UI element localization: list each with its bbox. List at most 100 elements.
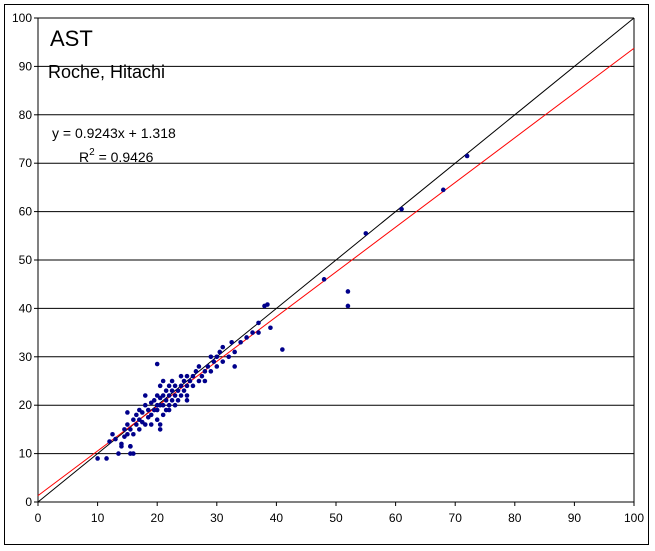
data-point-47 (163, 398, 169, 403)
data-point-61 (178, 393, 184, 398)
data-point-19 (134, 412, 139, 418)
data-point-42 (160, 412, 166, 418)
y-tick-label-80: 80 (19, 108, 33, 122)
y-tick-label-0: 0 (25, 495, 32, 509)
y-tick-label-70: 70 (19, 156, 33, 170)
data-point-24 (140, 410, 145, 415)
y-tick-label-30: 30 (19, 350, 33, 364)
data-point-91 (244, 335, 249, 340)
data-point-66 (184, 383, 190, 389)
data-point-110 (399, 206, 404, 212)
regression-line (37, 47, 635, 497)
r2-superscript: 2 (89, 147, 95, 158)
data-point-90 (238, 339, 243, 345)
x-tick-label-100: 100 (624, 511, 644, 525)
data-point-3 (110, 431, 115, 437)
data-point-5 (116, 451, 121, 456)
data-point-29 (145, 407, 151, 413)
r2-letter: R (79, 149, 89, 165)
data-point-4 (113, 436, 118, 442)
data-point-41 (157, 383, 163, 389)
data-point-67 (184, 373, 190, 379)
data-point-51 (166, 383, 172, 389)
data-point-87 (226, 354, 232, 360)
data-point-107 (345, 289, 351, 294)
data-point-58 (172, 402, 178, 408)
data-point-30 (148, 412, 154, 418)
data-point-27 (142, 393, 148, 398)
data-point-85 (220, 359, 226, 364)
data-point-77 (202, 378, 208, 384)
data-point-45 (160, 378, 166, 384)
data-point-73 (196, 378, 202, 384)
x-tick-label-20: 20 (151, 511, 165, 525)
data-point-34 (151, 398, 157, 403)
data-point-74 (196, 364, 202, 369)
data-point-105 (280, 347, 285, 352)
data-point-86 (220, 344, 226, 350)
data-point-55 (169, 378, 175, 384)
data-point-95 (157, 427, 163, 432)
data-point-59 (175, 388, 181, 393)
data-point-12 (125, 410, 130, 415)
data-point-44 (160, 393, 166, 398)
x-tick-label-80: 80 (508, 511, 522, 525)
data-point-53 (169, 398, 175, 403)
data-point-108 (345, 303, 351, 309)
data-point-7 (119, 441, 124, 447)
data-point-103 (256, 330, 261, 335)
data-point-25 (142, 422, 148, 427)
data-point-72 (193, 369, 199, 374)
data-point-48 (163, 388, 169, 393)
data-point-15 (128, 427, 133, 432)
data-point-109 (363, 231, 369, 236)
chart-subtitle: Roche, Hitachi (48, 62, 165, 82)
y-tick-label-50: 50 (19, 253, 33, 267)
chart-frame (4, 4, 649, 545)
data-point-38 (154, 417, 160, 423)
data-point-50 (166, 393, 172, 398)
data-point-102 (265, 302, 270, 307)
data-point-16 (131, 417, 136, 423)
data-point-54 (169, 388, 175, 393)
data-point-112 (464, 153, 470, 159)
data-point-80 (208, 354, 214, 360)
data-point-62 (178, 383, 184, 389)
data-point-111 (440, 187, 446, 193)
data-point-43 (160, 402, 166, 408)
data-point-93 (256, 320, 261, 326)
data-point-60 (175, 398, 181, 403)
data-point-69 (187, 378, 193, 384)
data-point-10 (125, 431, 130, 437)
data-point-52 (166, 407, 172, 413)
data-point-26 (142, 402, 148, 408)
data-point-84 (217, 349, 223, 355)
data-point-8 (122, 427, 127, 432)
regression-equation: y = 0.9243x + 1.318 (52, 125, 176, 141)
trend-lines (37, 17, 635, 503)
data-point-56 (172, 393, 178, 398)
data-point-96 (157, 422, 163, 427)
data-point-32 (148, 422, 154, 427)
data-point-88 (229, 339, 234, 345)
y-tick-label-10: 10 (19, 447, 33, 461)
data-point-75 (199, 373, 205, 379)
y-tick-label-40: 40 (19, 301, 33, 315)
data-point-57 (172, 383, 178, 389)
data-point-94 (154, 361, 160, 367)
data-point-63 (178, 373, 184, 379)
axes (34, 17, 635, 506)
y-tick-label-20: 20 (19, 398, 33, 412)
x-tick-label-30: 30 (210, 511, 224, 525)
data-point-17 (131, 431, 136, 437)
data-point-76 (202, 369, 208, 374)
data-point-98 (128, 444, 133, 449)
data-point-99 (184, 398, 190, 403)
data-point-81 (211, 359, 217, 364)
r2-value: = 0.9426 (95, 149, 154, 165)
data-point-70 (190, 383, 196, 389)
x-tick-label-10: 10 (91, 511, 105, 525)
data-point-64 (181, 388, 187, 393)
data-point-97 (131, 451, 136, 456)
